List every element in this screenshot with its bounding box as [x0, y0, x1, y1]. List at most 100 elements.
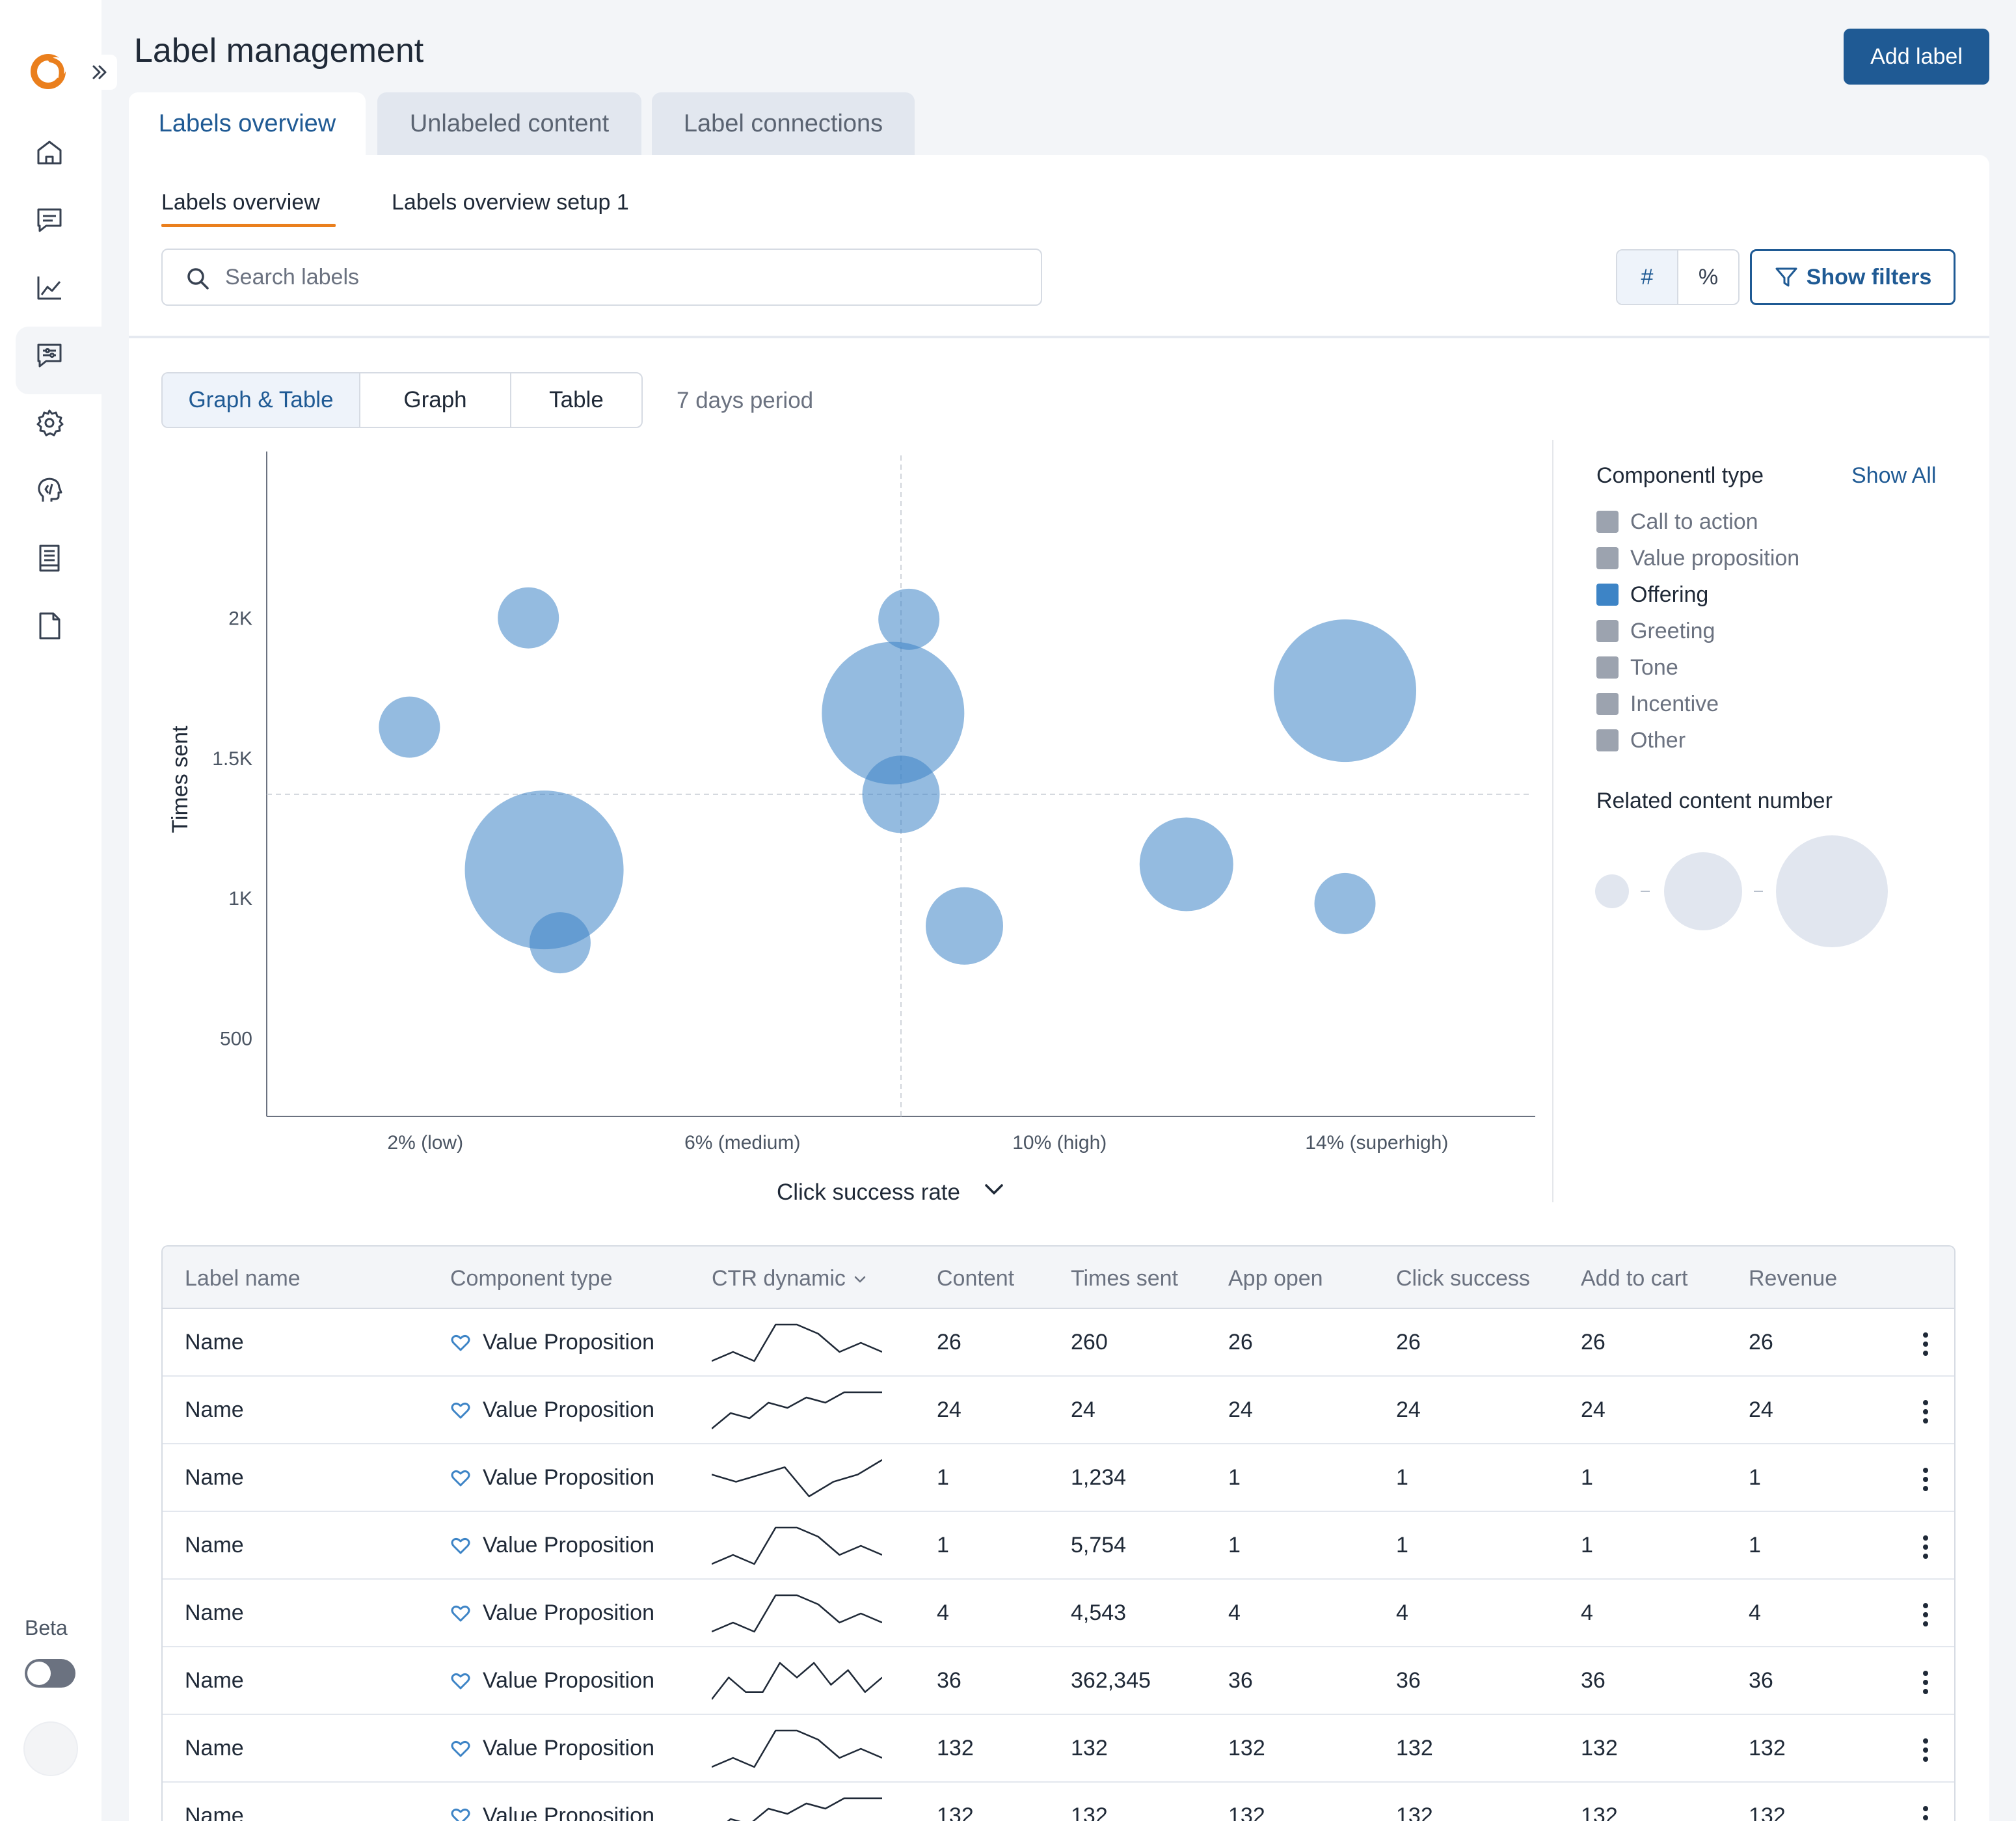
table-row[interactable]: Name Value Proposition 36 362,345 36 36 36 36 — [163, 1647, 1954, 1715]
chart-bubble[interactable] — [464, 790, 624, 950]
legend-swatch — [1596, 656, 1619, 679]
table-row[interactable]: Name Value Proposition 1 1,234 1 1 1 1 — [163, 1444, 1954, 1512]
table-row[interactable]: Name Value Proposition 132 132 132 132 132 132 — [163, 1783, 1954, 1821]
legend-item-tone[interactable]: Tone — [1596, 653, 1678, 682]
add-to-cart-cell: 4 — [1581, 1600, 1593, 1625]
column-header-app-open[interactable]: App open — [1228, 1266, 1323, 1291]
times-sent-cell: 24 — [1071, 1397, 1095, 1422]
component-type-cell: Value Proposition — [450, 1736, 654, 1761]
more-options-icon[interactable] — [1919, 1805, 1932, 1821]
column-header-component-type[interactable]: Component type — [450, 1266, 613, 1291]
more-options-icon[interactable] — [1919, 1466, 1932, 1492]
app-open-cell: 1 — [1228, 1465, 1241, 1490]
legend-item-greeting[interactable]: Greeting — [1596, 617, 1715, 645]
chart-bubble[interactable] — [529, 912, 591, 974]
chart-bubble[interactable] — [862, 755, 940, 833]
document-icon[interactable] — [31, 608, 68, 644]
view-graph-button[interactable]: Graph — [359, 373, 510, 427]
column-header-ctr-dynamic[interactable]: CTR dynamic — [712, 1266, 868, 1291]
percent-toggle-button[interactable]: % — [1677, 250, 1738, 304]
click-success-cell: 1 — [1396, 1465, 1408, 1490]
column-header-label-name[interactable]: Label name — [185, 1266, 301, 1291]
column-header-add-to-cart[interactable]: Add to cart — [1581, 1266, 1688, 1291]
x-tick-label: 14% (superhigh) — [1305, 1132, 1448, 1153]
chart-bubble[interactable] — [379, 696, 440, 758]
show-all-link[interactable]: Show All — [1851, 463, 1937, 488]
component-type-cell: Value Proposition — [450, 1397, 654, 1423]
legend-item-offering[interactable]: Offering — [1596, 580, 1708, 609]
column-header-click-success[interactable]: Click success — [1396, 1266, 1530, 1291]
table-row[interactable]: Name Value Proposition 4 4,543 4 4 4 4 — [163, 1580, 1954, 1647]
table-row[interactable]: Name Value Proposition 24 24 24 24 24 24 — [163, 1377, 1954, 1444]
x-axis-label[interactable]: Click success rate — [777, 1180, 960, 1205]
y-tick-label: 1.5K — [212, 748, 252, 770]
avatar[interactable] — [23, 1721, 78, 1776]
chart-bubble[interactable] — [878, 588, 940, 650]
double-chevron-right-icon — [92, 65, 107, 79]
search-input[interactable] — [225, 259, 1019, 295]
chart-bubble[interactable] — [822, 641, 965, 785]
legend-title: Componentl type — [1596, 463, 1764, 488]
add-label-button[interactable]: Add label — [1844, 29, 1989, 85]
chevron-down-icon[interactable] — [985, 1184, 1003, 1194]
tab-unlabeled-content[interactable]: Unlabeled content — [377, 92, 641, 155]
labels-icon[interactable] — [31, 337, 68, 373]
content-cell: 36 — [937, 1668, 961, 1693]
component-type-label: Value Proposition — [483, 1330, 654, 1355]
chart-bubble[interactable] — [1139, 817, 1233, 911]
y-tick-label: 1K — [228, 888, 252, 910]
table-row[interactable]: Name Value Proposition 26 260 26 26 26 26 — [163, 1309, 1954, 1377]
more-options-icon[interactable] — [1919, 1602, 1932, 1628]
table-row[interactable]: Name Value Proposition 1 5,754 1 1 1 1 — [163, 1512, 1954, 1580]
column-header-content[interactable]: Content — [937, 1266, 1015, 1291]
table-row[interactable]: Name Value Proposition 132 132 132 132 132 132 — [163, 1715, 1954, 1783]
more-options-icon[interactable] — [1919, 1534, 1932, 1560]
legend-item-other[interactable]: Other — [1596, 726, 1686, 755]
content-cell: 132 — [937, 1803, 974, 1821]
more-options-icon[interactable] — [1919, 1737, 1932, 1763]
expand-sidebar-button[interactable] — [82, 55, 117, 90]
column-header-times-sent[interactable]: Times sent — [1071, 1266, 1179, 1291]
legend-item-value-proposition[interactable]: Value proposition — [1596, 544, 1799, 573]
more-options-icon[interactable] — [1919, 1399, 1932, 1425]
subtab-labels-overview[interactable]: Labels overview — [161, 190, 320, 215]
component-type-label: Value Proposition — [483, 1600, 654, 1625]
tab-label-connections[interactable]: Label connections — [652, 92, 915, 155]
revenue-cell: 132 — [1749, 1736, 1786, 1760]
analytics-icon[interactable] — [31, 269, 68, 306]
view-graph-table-button[interactable]: Graph & Table — [163, 373, 359, 427]
heart-icon — [451, 1402, 470, 1418]
column-header-revenue[interactable]: Revenue — [1749, 1266, 1838, 1291]
count-toggle-button[interactable]: # — [1617, 250, 1677, 304]
more-options-icon[interactable] — [1919, 1331, 1932, 1357]
legend-item-incentive[interactable]: Incentive — [1596, 690, 1719, 718]
book-icon[interactable] — [31, 540, 68, 576]
chart-bubble[interactable] — [1274, 619, 1416, 762]
label-name-cell: Name — [185, 1803, 244, 1821]
sparkline-path — [712, 1594, 882, 1633]
show-filters-button[interactable]: Show filters — [1750, 249, 1956, 305]
settings-icon[interactable] — [31, 405, 68, 441]
chat-icon[interactable] — [31, 202, 68, 238]
sparkline-path — [712, 1662, 882, 1700]
x-tick-label: 10% (high) — [1012, 1132, 1107, 1153]
legend-divider — [1552, 440, 1553, 1202]
tab-labels-overview[interactable]: Labels overview — [129, 92, 366, 155]
show-filters-label: Show filters — [1806, 264, 1932, 290]
legend-swatch — [1596, 693, 1619, 715]
legend-item-call-to-action[interactable]: Call to action — [1596, 507, 1758, 536]
heart-icon — [451, 1605, 470, 1621]
toggle-knob — [27, 1662, 51, 1685]
chart-bubble[interactable] — [926, 887, 1003, 965]
times-sent-cell: 5,754 — [1071, 1533, 1127, 1558]
component-type-cell: Value Proposition — [450, 1803, 654, 1821]
chart-bubble[interactable] — [498, 587, 559, 649]
view-table-button[interactable]: Table — [510, 373, 641, 427]
ai-icon[interactable] — [31, 472, 68, 509]
subtab-labels-overview-setup[interactable]: Labels overview setup 1 — [392, 190, 629, 215]
beta-toggle[interactable] — [25, 1659, 75, 1688]
home-icon[interactable] — [31, 134, 68, 170]
chart-bubble[interactable] — [1314, 872, 1376, 934]
more-options-icon[interactable] — [1919, 1669, 1932, 1695]
revenue-cell: 1 — [1749, 1533, 1761, 1558]
